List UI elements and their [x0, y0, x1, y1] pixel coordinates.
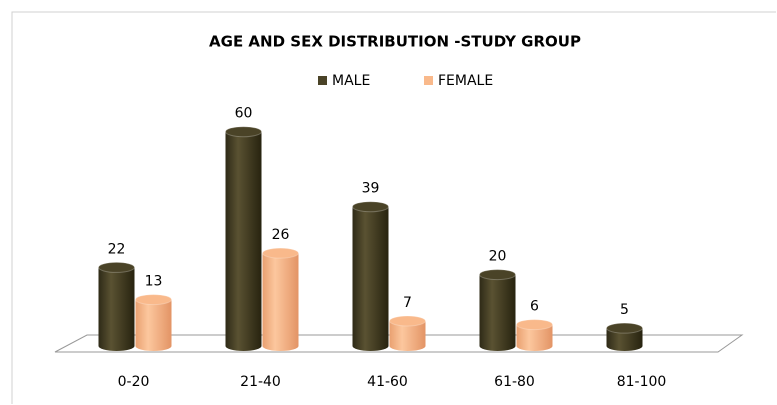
data-label: 39 [362, 181, 380, 197]
cylinder-top [352, 201, 389, 213]
bar [352, 206, 389, 346]
data-label: 13 [145, 274, 163, 290]
x-tick-label: 0-20 [118, 374, 150, 390]
legend-swatch [318, 76, 327, 85]
chart-title: AGE AND SEX DISTRIBUTION -STUDY GROUP [209, 33, 581, 51]
data-label: 5 [620, 302, 629, 318]
bar [479, 274, 516, 346]
legend-label: FEMALE [438, 73, 493, 89]
cylinder-top [225, 126, 262, 138]
x-tick-label: 61-80 [494, 374, 535, 390]
bar [606, 328, 643, 346]
bar [516, 324, 553, 346]
cylinder-top [479, 269, 516, 281]
bar [135, 299, 172, 346]
legend-swatch [424, 76, 433, 85]
data-label: 22 [108, 241, 126, 257]
cylinder-top [262, 247, 299, 259]
bar [262, 253, 299, 346]
data-label: 7 [403, 295, 412, 311]
legend-label: MALE [332, 73, 370, 89]
data-label: 26 [272, 227, 290, 243]
data-label: 20 [489, 249, 507, 265]
cylinder-top [389, 315, 426, 327]
x-tick-label: 41-60 [367, 374, 408, 390]
cylinder-top [135, 294, 172, 306]
data-label: 60 [235, 106, 253, 122]
bar [225, 131, 262, 346]
cylinder-top [516, 319, 553, 331]
data-label: 6 [530, 299, 539, 315]
bar [98, 267, 135, 346]
cylinder-top [98, 261, 135, 273]
x-tick-label: 21-40 [240, 374, 281, 390]
chart-border [11, 11, 776, 404]
cylinder-top [606, 322, 643, 334]
x-tick-label: 81-100 [617, 374, 667, 390]
